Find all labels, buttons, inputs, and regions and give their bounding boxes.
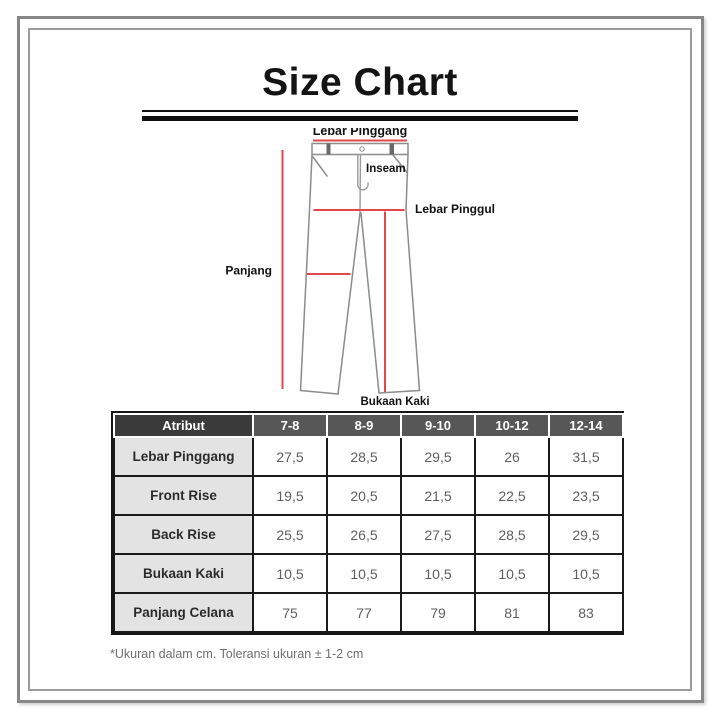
table-row: Panjang Celana 75 77 79 81 83 [113, 592, 624, 633]
right-leg-hem [378, 389, 421, 394]
cell-value: 10,5 [474, 553, 550, 594]
cell-value: 29,5 [400, 436, 476, 477]
table-row: Front Rise 19,5 20,5 21,5 22,5 23,5 [113, 475, 624, 516]
cell-value: 83 [548, 592, 624, 633]
hip-label: Lebar Pinggul [415, 202, 495, 216]
cell-value: 10,5 [548, 553, 624, 594]
leg-opening-label: Bukaan Kaki [360, 396, 429, 408]
row-label-front-rise: Front Rise [113, 475, 254, 516]
cell-value: 20,5 [326, 475, 402, 516]
cell-value: 79 [400, 592, 476, 633]
cell-value: 10,5 [400, 553, 476, 594]
cell-value: 21,5 [400, 475, 476, 516]
column-header-size-8-9: 8-9 [326, 413, 402, 438]
cell-value: 10,5 [252, 553, 328, 594]
left-pocket-line [312, 156, 328, 177]
cell-value: 28,5 [326, 436, 402, 477]
title-divider [142, 110, 578, 121]
size-table: Atribut 7-8 8-9 9-10 10-12 12-14 Lebar P… [111, 411, 624, 635]
outer-frame-border [17, 16, 704, 703]
cell-value: 26,5 [326, 514, 402, 555]
row-label-back-rise: Back Rise [113, 514, 254, 555]
column-header-size-10-12: 10-12 [474, 413, 550, 438]
cell-value: 10,5 [326, 553, 402, 594]
length-label: Panjang [225, 264, 272, 278]
inseam-label: Inseam [366, 163, 406, 175]
cell-value: 22,5 [474, 475, 550, 516]
cell-value: 28,5 [474, 514, 550, 555]
title-divider-thick-line [142, 116, 578, 121]
pants-measurement-diagram: Lebar Pinggang Inseam Lebar Pinggul Panj… [225, 128, 495, 408]
row-label-waist: Lebar Pinggang [113, 436, 254, 477]
right-leg-inner-seam [360, 212, 380, 394]
page-title: Size Chart [262, 61, 458, 104]
belt-loop-left [326, 143, 331, 155]
center-front-seam [359, 153, 362, 213]
left-leg-outer-seam [299, 154, 313, 392]
inner-frame-border [28, 28, 692, 691]
cell-value: 75 [252, 592, 328, 633]
cell-value: 77 [326, 592, 402, 633]
cell-value: 26 [474, 436, 550, 477]
cell-value: 27,5 [252, 436, 328, 477]
title-divider-thin-line [142, 110, 578, 112]
waist-button [359, 146, 365, 152]
cell-value: 25,5 [252, 514, 328, 555]
table-header-row: Atribut 7-8 8-9 9-10 10-12 12-14 [113, 413, 624, 438]
right-leg-outer-seam [405, 154, 421, 392]
table-row: Back Rise 25,5 26,5 27,5 28,5 29,5 [113, 514, 624, 555]
table-row: Bukaan Kaki 10,5 10,5 10,5 10,5 10,5 [113, 553, 624, 594]
left-leg-hem [299, 389, 339, 395]
cell-value: 23,5 [548, 475, 624, 516]
column-header-size-7-8: 7-8 [252, 413, 328, 438]
row-label-leg-opening: Bukaan Kaki [113, 553, 254, 594]
column-header-size-9-10: 9-10 [400, 413, 476, 438]
column-header-attribute: Atribut [113, 413, 254, 438]
cell-value: 31,5 [548, 436, 624, 477]
right-pocket-line [392, 154, 409, 174]
size-tolerance-footnote: *Ukuran dalam cm. Toleransi ukuran ± 1-2… [110, 647, 364, 661]
waist-label: Lebar Pinggang [313, 128, 407, 138]
cell-value: 27,5 [400, 514, 476, 555]
row-label-pants-length: Panjang Celana [113, 592, 254, 633]
belt-loop-right [389, 143, 394, 155]
cell-value: 29,5 [548, 514, 624, 555]
cell-value: 19,5 [252, 475, 328, 516]
table-row: Lebar Pinggang 27,5 28,5 29,5 26 31,5 [113, 436, 624, 477]
column-header-size-12-14: 12-14 [548, 413, 624, 438]
fly-stitch [357, 153, 369, 191]
cell-value: 81 [474, 592, 550, 633]
left-leg-inner-seam [337, 212, 361, 395]
